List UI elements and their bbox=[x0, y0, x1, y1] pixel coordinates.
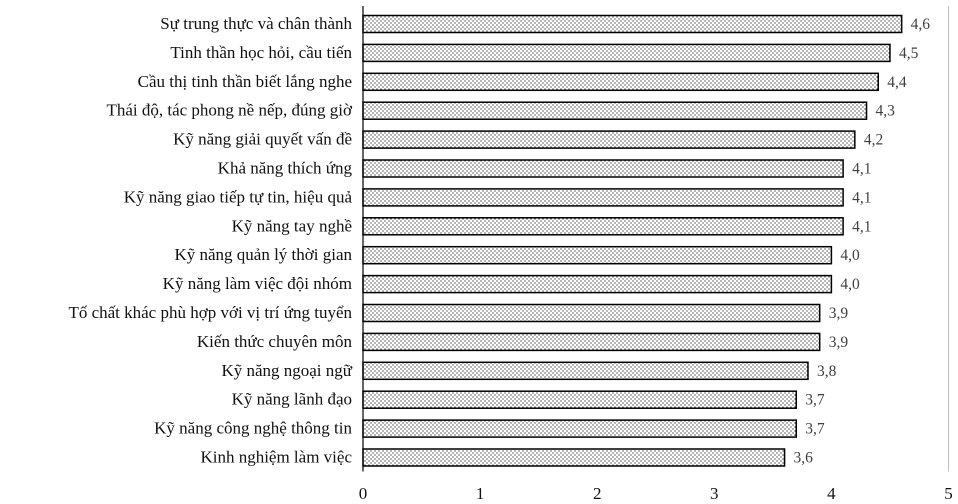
bar bbox=[362, 130, 856, 149]
x-axis-ticks: 0 1 2 3 4 5 bbox=[359, 484, 953, 503]
category-label: Sự trung thực và chân thành bbox=[160, 14, 352, 33]
value-label: 4,1 bbox=[852, 189, 871, 206]
category-label: Kỹ năng công nghệ thông tin bbox=[154, 419, 352, 438]
category-label: Kỹ năng lãnh đạo bbox=[232, 390, 352, 409]
category-label: Kỹ năng ngoại ngữ bbox=[221, 361, 352, 380]
value-labels: 4,6 4,5 4,4 4,3 4,2 4,1 4,1 4,1 4,0 4,0 3,9 3,9 3,8 3… bbox=[794, 16, 931, 467]
bar bbox=[362, 361, 809, 381]
x-tick-label: 3 bbox=[710, 484, 719, 503]
value-label: 4,6 bbox=[911, 16, 931, 33]
category-label: Khả năng thích ứng bbox=[218, 159, 353, 178]
category-label: Tinh thần học hỏi, cầu tiến bbox=[170, 43, 352, 62]
category-label: Tố chất khác phù hợp với vị trí ứng tuyể… bbox=[68, 303, 352, 322]
bar bbox=[362, 303, 821, 323]
category-label: Kỹ năng giải quyết vấn đề bbox=[173, 130, 352, 149]
value-label: 3,7 bbox=[805, 392, 825, 409]
bar bbox=[362, 101, 868, 120]
bar bbox=[362, 332, 821, 352]
category-label: Kỹ năng tay nghề bbox=[232, 216, 352, 235]
bar bbox=[362, 14, 903, 34]
bar bbox=[362, 43, 891, 63]
x-tick-label: 0 bbox=[359, 484, 368, 503]
category-label: Kinh nghiệm làm việc bbox=[200, 448, 352, 467]
value-label: 4,5 bbox=[899, 45, 919, 62]
x-tick-label: 2 bbox=[593, 484, 602, 503]
category-label: Kỹ năng giao tiếp tự tin, hiệu quả bbox=[124, 187, 353, 206]
category-label: Thái độ, tác phong nề nếp, đúng giờ bbox=[106, 101, 353, 120]
category-label: Kỹ năng quản lý thời gian bbox=[174, 245, 352, 264]
category-labels: Sự trung thực và chân thành Tinh thần học… bbox=[68, 14, 353, 467]
bar bbox=[362, 390, 798, 409]
bar bbox=[362, 72, 879, 92]
value-label: 3,8 bbox=[817, 363, 837, 380]
category-label: Kiến thức chuyên môn bbox=[197, 332, 353, 351]
category-label: Kỹ năng làm việc đội nhóm bbox=[163, 274, 352, 293]
value-label: 3,9 bbox=[829, 305, 849, 322]
bar bbox=[362, 245, 833, 265]
x-tick-label: 4 bbox=[827, 484, 836, 503]
category-label: Cầu thị tinh thần biết lắng nghe bbox=[138, 72, 352, 91]
bar bbox=[362, 448, 786, 467]
value-label: 4,1 bbox=[852, 161, 871, 178]
value-label: 4,1 bbox=[852, 218, 871, 235]
value-label: 4,0 bbox=[840, 247, 860, 264]
value-label: 4,2 bbox=[864, 132, 883, 149]
x-tick-label: 1 bbox=[476, 484, 485, 503]
bar bbox=[362, 419, 798, 438]
bar bbox=[362, 159, 844, 178]
bar bbox=[362, 274, 833, 294]
value-label: 4,4 bbox=[887, 74, 907, 91]
bars bbox=[362, 14, 903, 467]
value-label: 3,9 bbox=[829, 334, 849, 351]
x-tick-label: 5 bbox=[944, 484, 953, 503]
value-label: 4,0 bbox=[840, 276, 860, 293]
bar bbox=[362, 188, 844, 207]
bar bbox=[362, 217, 844, 236]
value-label: 3,6 bbox=[794, 450, 814, 467]
value-label: 4,3 bbox=[876, 103, 896, 120]
value-label: 3,7 bbox=[805, 421, 825, 438]
